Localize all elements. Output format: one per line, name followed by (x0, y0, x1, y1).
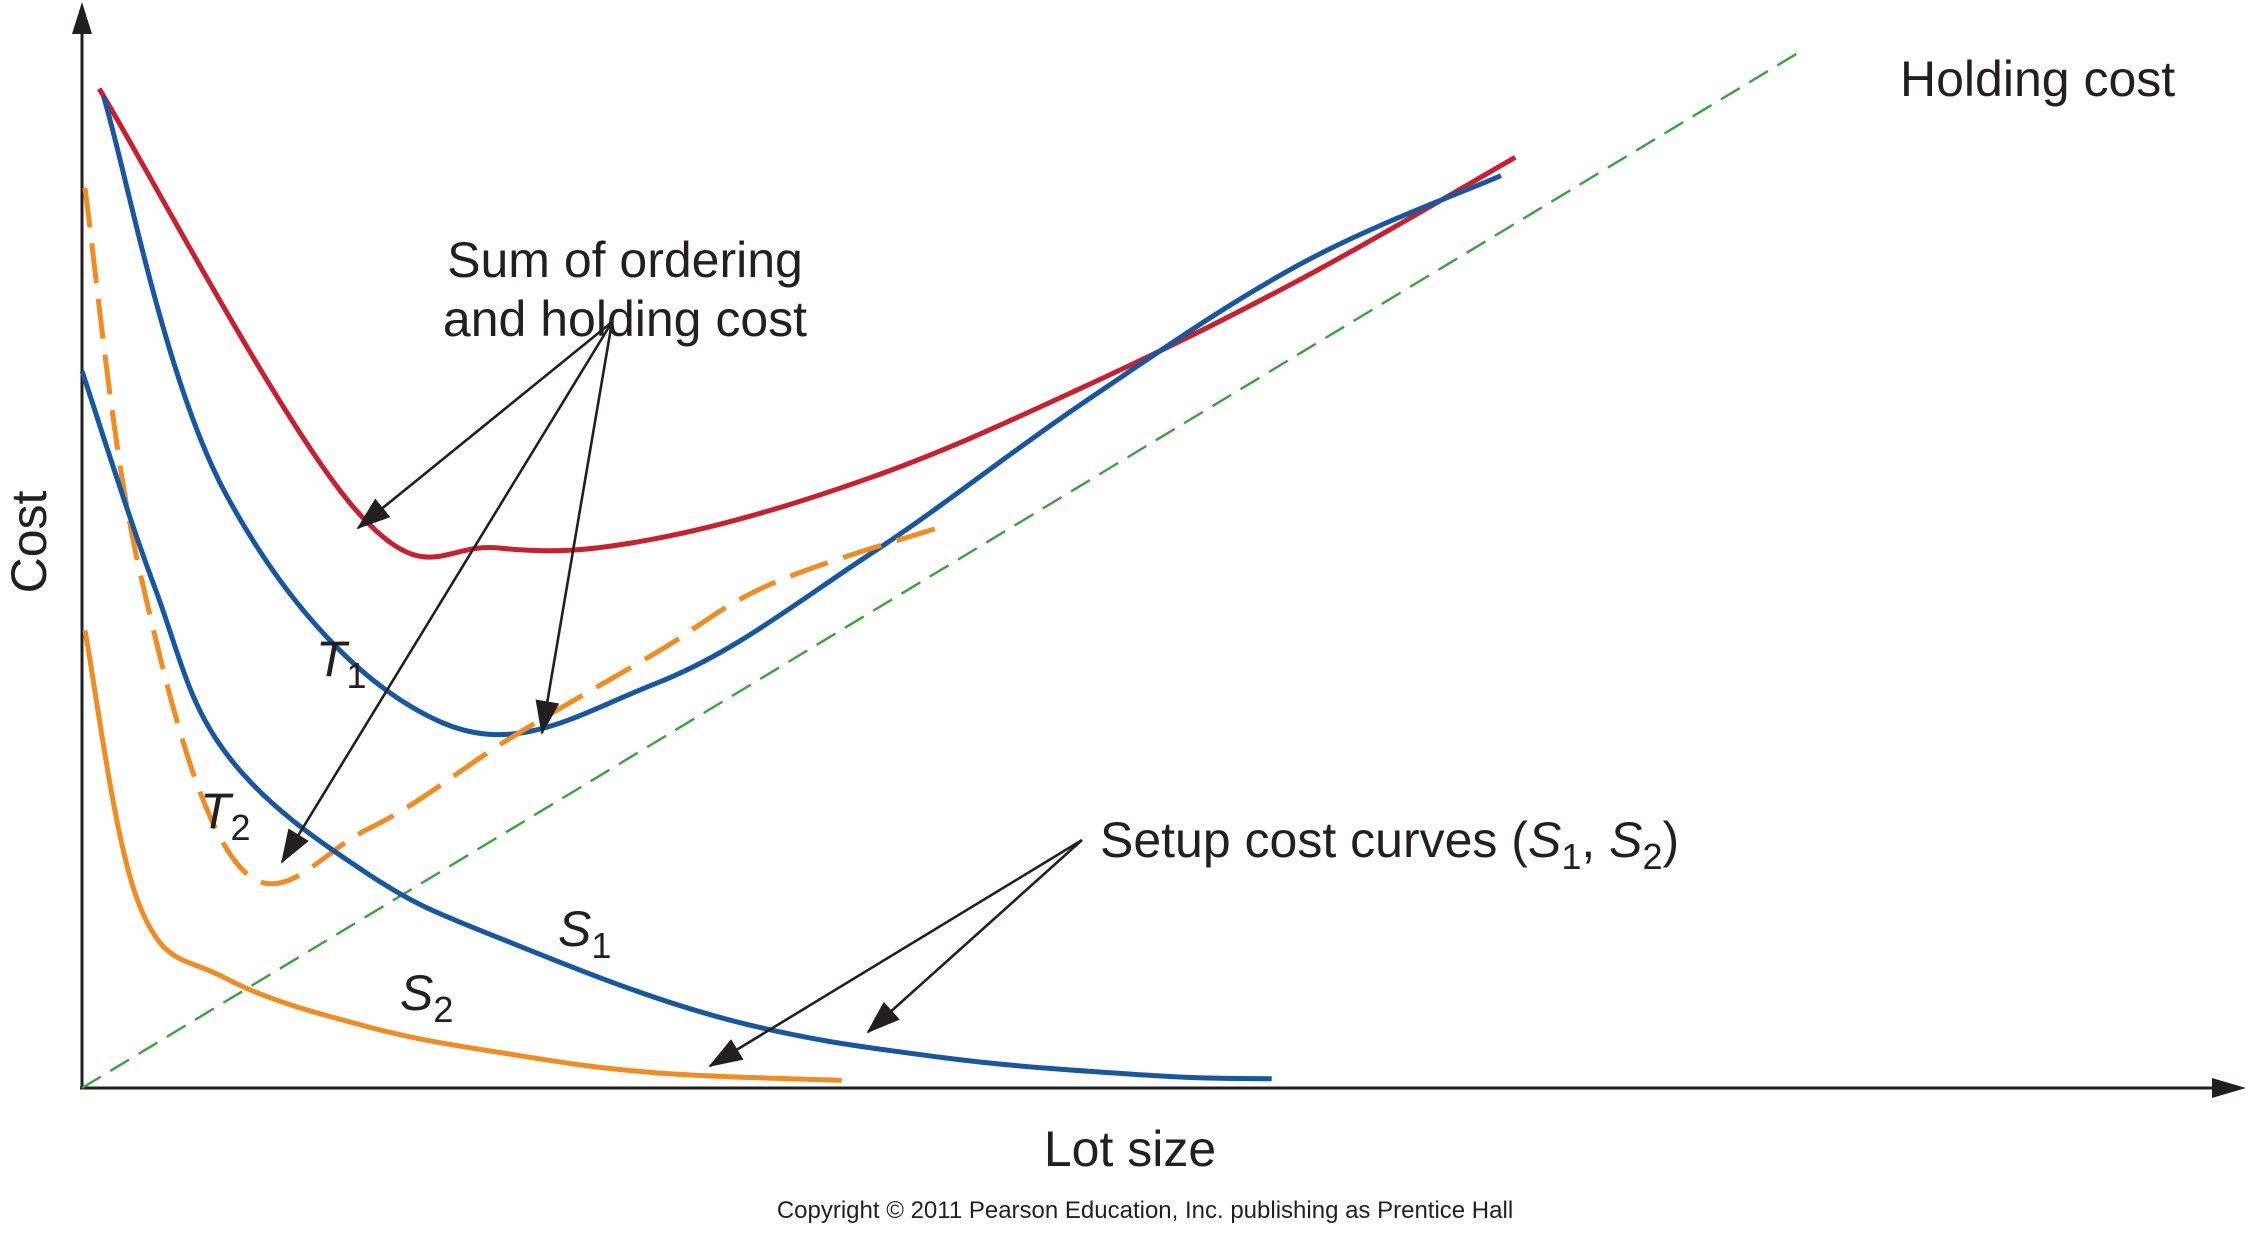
curve-s2-5 (82, 629, 842, 1083)
x-axis-arrow-icon (2212, 1078, 2246, 1098)
setup-s2: S (1609, 812, 1642, 868)
arrow-setup-to-s2 (708, 838, 1083, 1068)
setup-prefix: Setup cost curves ( (1100, 812, 1528, 868)
arrow-sum-to-t1-blue (535, 321, 614, 735)
s2-label: S2 (400, 965, 453, 1030)
s1-label: S1 (558, 901, 611, 966)
t2-sub: 2 (231, 807, 251, 848)
x-axis-label: Lot size (1044, 1121, 1216, 1177)
curve-t1-1 (97, 87, 1517, 560)
curve-holding-cost-0 (81, 49, 1803, 1090)
s1-sub: 1 (591, 925, 611, 966)
t2-letter: T (200, 783, 234, 839)
y-axis-label: Cost (1, 490, 57, 593)
sum-cost-label-line1: Sum of ordering (447, 232, 803, 288)
setup-cost-label: Setup cost curves (S1, S2) (1100, 812, 1679, 877)
s2-sub: 2 (433, 989, 453, 1030)
copyright-notice: Copyright © 2011 Pearson Education, Inc.… (777, 1197, 1513, 1224)
annotation-arrows (280, 320, 1083, 1068)
setup-s2-sub: 2 (1643, 836, 1663, 877)
setup-s1: S (1528, 812, 1561, 868)
holding-cost-label: Holding cost (1900, 51, 2175, 107)
setup-sep: , (1581, 812, 1609, 868)
s2-letter: S (400, 965, 433, 1021)
arrow-sum-to-t1-red (356, 320, 613, 530)
t1-sub: 1 (347, 655, 367, 696)
sum-cost-label-line2: and holding cost (443, 291, 807, 347)
curves (79, 49, 1803, 1090)
s1-letter: S (558, 901, 591, 957)
t1-letter: T (316, 631, 350, 687)
arrow-setup-to-s1 (866, 839, 1083, 1034)
curve-t1-2 (101, 95, 1503, 738)
curve-t2-3 (82, 187, 943, 887)
curve-s1-4 (79, 370, 1272, 1082)
setup-s1-sub: 1 (1561, 836, 1581, 877)
t2-label: T2 (200, 783, 251, 848)
setup-suffix: ) (1663, 812, 1680, 868)
arrow-sum-to-t2 (280, 321, 614, 864)
y-axis-arrow-icon (72, 2, 92, 34)
t1-label: T1 (316, 631, 367, 696)
